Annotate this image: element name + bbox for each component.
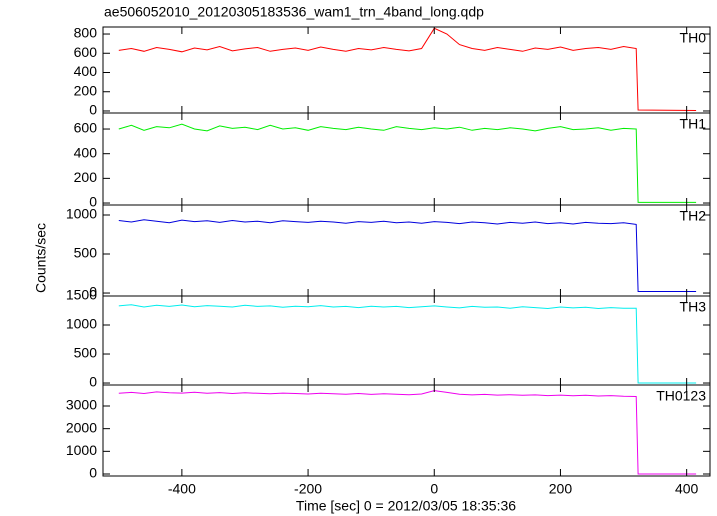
panel-frame — [102, 112, 711, 206]
panel-frame — [102, 295, 711, 386]
data-line — [118, 390, 697, 475]
y-tick-label: 1000 — [66, 316, 97, 332]
y-tick-label: 0 — [89, 374, 97, 390]
y-tick-label: 1000 — [66, 206, 97, 222]
y-tick-label: 400 — [74, 144, 98, 160]
y-tick-label: 500 — [74, 245, 98, 261]
panel-frame — [102, 26, 711, 114]
y-tick-label: 1500 — [66, 287, 97, 303]
x-tick-label: 400 — [675, 481, 699, 497]
y-tick-label: 0 — [89, 465, 97, 481]
panel-label: TH1 — [680, 116, 707, 132]
y-tick-label: 600 — [74, 44, 98, 60]
y-tick-label: 400 — [74, 63, 98, 79]
panel-label: TH0 — [680, 30, 707, 46]
y-tick-label: 800 — [74, 25, 98, 41]
y-tick-label: 500 — [74, 345, 98, 361]
data-line — [118, 219, 697, 292]
data-line — [118, 123, 697, 203]
x-axis-label: Time [sec] 0 = 2012/03/05 18:35:36 — [296, 498, 516, 514]
y-tick-label: 200 — [74, 82, 98, 98]
chart-title: ae506052010_20120305183536_wam1_trn_4ban… — [104, 4, 484, 20]
y-tick-label: 200 — [74, 169, 98, 185]
y-tick-label: 3000 — [66, 397, 97, 413]
y-tick-label: 600 — [74, 120, 98, 136]
panel-label: TH0123 — [656, 388, 706, 404]
data-line — [118, 304, 697, 384]
y-tick-label: 1000 — [66, 442, 97, 458]
y-tick-label: 0 — [89, 194, 97, 210]
x-tick-label: 200 — [549, 481, 573, 497]
y-tick-label: 2000 — [66, 419, 97, 435]
y-axis-label: Counts/sec — [33, 223, 49, 293]
x-tick-label: -400 — [168, 481, 196, 497]
panel-label: TH3 — [680, 299, 707, 315]
panel-frame — [102, 384, 711, 477]
data-line — [118, 27, 697, 111]
y-tick-label: 0 — [89, 284, 97, 300]
x-tick-label: 0 — [430, 481, 438, 497]
panel-label: TH2 — [680, 208, 707, 224]
y-tick-label: 0 — [89, 102, 97, 118]
x-tick-label: -200 — [294, 481, 322, 497]
panel-frame — [102, 204, 711, 297]
